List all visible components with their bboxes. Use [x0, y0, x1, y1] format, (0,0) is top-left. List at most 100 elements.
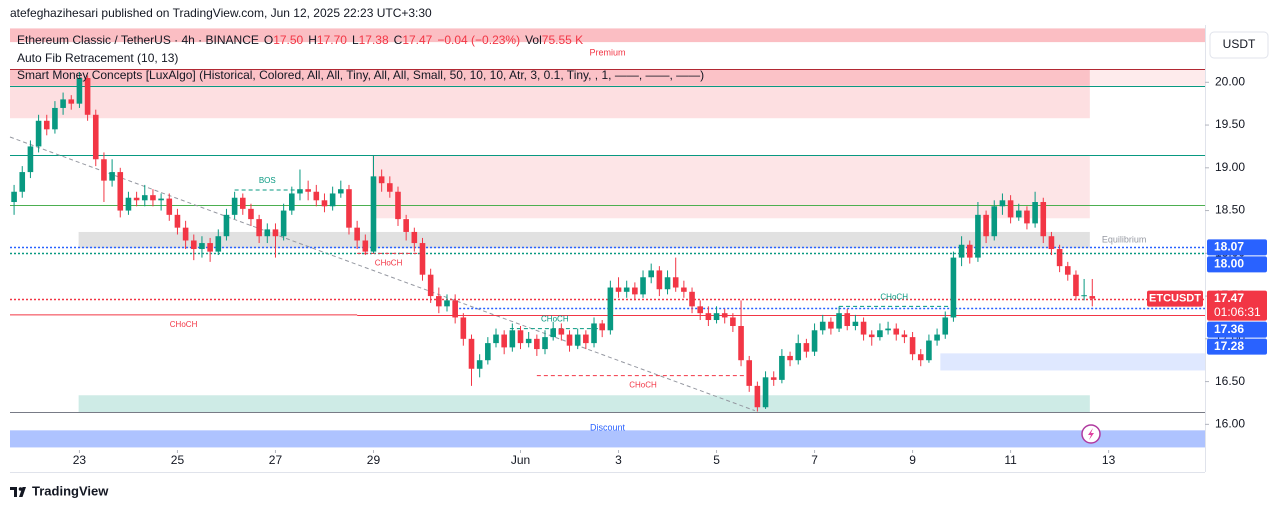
y-tick-label: 16.00	[1215, 417, 1245, 431]
candle-body	[656, 270, 663, 290]
x-tick-label: 7	[811, 453, 818, 467]
x-tick-label: 9	[909, 453, 916, 467]
candle-body	[92, 114, 99, 160]
zone-label: Premium	[589, 47, 625, 57]
candle-body	[623, 287, 630, 292]
candle-body	[101, 159, 107, 181]
candle-body	[901, 334, 908, 338]
candle-body	[975, 214, 981, 258]
candle-body	[762, 377, 769, 408]
candle-body	[877, 330, 883, 338]
x-tick-label: 23	[73, 453, 87, 467]
legend-change: −0.04 (−0.23%)	[437, 33, 520, 47]
candle-body	[909, 337, 916, 355]
structure-label: BOS	[259, 176, 276, 185]
candle-body	[133, 197, 140, 201]
legend-volume-key: Vol	[525, 33, 542, 47]
candle-body	[795, 343, 802, 361]
candle-body	[1032, 202, 1038, 224]
zone	[371, 154, 1090, 219]
brand-logo[interactable]	[10, 487, 26, 497]
candle-body	[672, 277, 679, 288]
zone	[10, 28, 1205, 43]
candle-body	[411, 231, 418, 244]
countdown: 01:06:31	[1214, 305, 1261, 319]
candle-body	[174, 214, 181, 228]
candle-body	[1007, 200, 1014, 218]
candle-body	[697, 306, 704, 314]
candle-body	[574, 334, 581, 346]
candle-body	[264, 229, 271, 237]
candle-body	[1048, 236, 1055, 250]
logo-dot[interactable]	[18, 487, 23, 491]
legend-volume: 75.55 K	[542, 33, 583, 47]
candle-body	[844, 313, 851, 327]
candle-body	[256, 219, 262, 237]
candle-body	[509, 330, 516, 348]
candle-body	[1040, 202, 1047, 237]
candle-body	[52, 107, 58, 130]
brand[interactable]: TradingView	[32, 483, 109, 498]
candle-body	[19, 172, 26, 192]
candle-body	[632, 287, 638, 295]
candle-body	[199, 243, 205, 250]
price-label-box	[1207, 256, 1267, 273]
indicator-label: Auto Fib Retracement (10, 13)	[17, 51, 178, 65]
candle-body	[378, 176, 385, 184]
candle-body	[787, 355, 793, 361]
currency-box[interactable]	[1209, 31, 1269, 59]
candle-body	[942, 317, 949, 335]
y-tick-label: 18.50	[1215, 203, 1245, 217]
alert-icon[interactable]	[1081, 424, 1101, 444]
candle-body	[280, 210, 287, 237]
candle-body	[517, 330, 524, 344]
price-label: 17.47	[1214, 291, 1244, 305]
price-label-box	[1207, 290, 1267, 321]
zone-label: Equilibrium	[1102, 234, 1147, 244]
candle-body	[313, 191, 320, 201]
trendline	[9, 136, 756, 412]
candle-body	[460, 317, 467, 339]
indicator-label: Smart Money Concepts [LuxAlgo] (Historic…	[17, 68, 704, 82]
candle-body	[754, 385, 761, 408]
candle-body	[934, 334, 940, 341]
candle-body	[43, 120, 50, 130]
candle-body	[452, 300, 458, 318]
plot-area: Premium Equilibrium Discount BOS CHoCH CHoCH C…	[9, 28, 1205, 448]
structure-label: CHoCH	[629, 381, 657, 390]
candle-body	[109, 172, 115, 181]
candle-body	[730, 317, 736, 327]
candle-body	[721, 313, 728, 318]
zone	[10, 430, 1205, 448]
symbol-title: Ethereum Classic / TetherUS · 4h · BINAN…	[17, 33, 259, 47]
x-tick-label: Jun	[511, 453, 530, 467]
candle-body	[297, 189, 303, 194]
candle-body	[583, 334, 589, 344]
candle-body	[1081, 295, 1087, 297]
legend-value: 17.70	[317, 33, 347, 47]
y-tick-label: 20.00	[1215, 74, 1245, 88]
zone-label: Discount	[590, 423, 626, 433]
candle-body	[346, 189, 352, 228]
legend-line: Ethereum Classic / TetherUS · 4h · BINAN…	[17, 33, 583, 47]
candle-body	[182, 227, 189, 241]
candle-body	[681, 287, 687, 292]
candle-body	[917, 354, 924, 361]
structure-label: CHoCH	[541, 315, 569, 324]
structure-label: CHoCH	[375, 258, 403, 267]
x-tick-label: 13	[1102, 453, 1116, 467]
candle-body	[926, 340, 932, 361]
candle-body	[231, 197, 238, 215]
legend-value: 17.38	[359, 33, 389, 47]
candle-body	[607, 287, 614, 331]
alert-bolt[interactable]	[1088, 428, 1094, 440]
candle-body	[248, 208, 254, 220]
x-tick-label: 29	[367, 453, 381, 467]
currency[interactable]: USDT	[1223, 37, 1256, 51]
candle-body	[999, 200, 1006, 207]
candle-body	[207, 243, 213, 252]
byline: atefeghazihesari published on TradingVie…	[10, 6, 432, 20]
candle-body	[885, 328, 891, 331]
x-tick-label: 25	[171, 453, 185, 467]
candle-body	[501, 334, 507, 348]
